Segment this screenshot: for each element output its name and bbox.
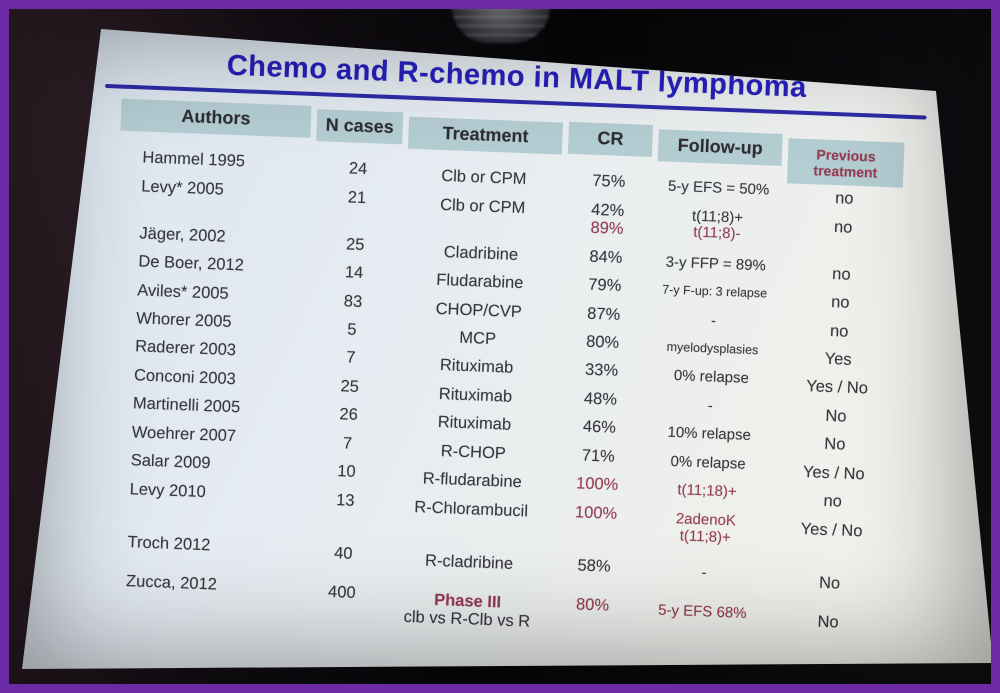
ncases-cell: 26 xyxy=(339,405,359,425)
cr-cell: 48% xyxy=(583,389,618,409)
treatment-cell: Clb or CPM xyxy=(440,167,527,189)
followup-cell: 3-y FFP = 89% xyxy=(665,253,767,275)
treatment-cell: Phase III clb vs R-Clb vs R xyxy=(403,590,531,632)
cr-cell: 71% xyxy=(581,446,616,466)
ncases-cell: 21 xyxy=(347,188,367,207)
author-cell: Zucca, 2012 xyxy=(125,572,218,594)
cr-cell: 100% xyxy=(574,503,618,523)
cr-cell: 46% xyxy=(582,417,617,438)
projected-slide: Chemo and R-chemo in MALT lymphoma Autho… xyxy=(22,29,991,669)
followup-cell: 5-y EFS 68% xyxy=(657,601,747,622)
column-header: Treatment xyxy=(405,110,567,161)
treatment-cell: R-Chlorambucil xyxy=(413,497,529,521)
treatment-cell: Cladribine xyxy=(443,242,519,264)
previous-treatment-cell: No xyxy=(818,574,841,593)
column-header: CR xyxy=(565,116,657,165)
column-header: N cases xyxy=(313,106,407,155)
ncases-cell: 7 xyxy=(345,348,356,368)
slide-content: Chemo and R-chemo in MALT lymphoma Autho… xyxy=(85,37,929,645)
ncases-cell: 14 xyxy=(344,263,364,283)
cr-cell: 87% xyxy=(586,304,621,324)
cr-cell: 79% xyxy=(587,275,622,295)
dark-room-background: Chemo and R-chemo in MALT lymphoma Autho… xyxy=(9,7,991,684)
ceiling-projector-lens-icon xyxy=(452,7,550,43)
followup-cell: t(11;8)+ t(11;8)- xyxy=(691,207,744,243)
author-cell: Levy* 2005 xyxy=(140,177,225,199)
ncases-cell: 5 xyxy=(347,320,357,339)
followup-cell: 5-y EFS = 50% xyxy=(667,177,770,199)
ncases-cell: 10 xyxy=(336,462,356,482)
ncases-cell: 25 xyxy=(340,377,360,396)
cr-cell: 80% xyxy=(575,595,610,615)
ncases-cell: 40 xyxy=(333,544,353,564)
treatment-cell: R-cladribine xyxy=(424,552,514,574)
followup-cell: - xyxy=(710,311,717,330)
author-cell: Levy 2010 xyxy=(129,480,207,501)
results-table: Authors N cases Treatment CR Follow-up Previo… xyxy=(99,98,908,644)
ncases-cell: 24 xyxy=(348,159,368,179)
cr-cell: 42% 89% xyxy=(590,200,625,239)
treatment-cell: Clb or CPM xyxy=(439,195,526,217)
column-header: Follow-up xyxy=(655,119,787,169)
followup-cell: 2adenoK t(11;8)+ xyxy=(675,510,737,546)
ncases-cell: 400 xyxy=(327,582,356,602)
cr-cell: 80% xyxy=(585,332,620,352)
cr-cell: 58% xyxy=(577,556,611,577)
column-header: Authors xyxy=(117,98,315,151)
cr-cell: 33% xyxy=(584,361,619,381)
column-header: Previous treatment xyxy=(784,124,908,188)
ncases-cell: 83 xyxy=(343,291,363,311)
ncases-cell: 13 xyxy=(335,490,355,510)
followup-cell: 0% relapse xyxy=(673,367,750,388)
ncases-cell: 25 xyxy=(345,234,365,254)
cr-cell: 75% xyxy=(591,171,626,192)
cr-cell: 100% xyxy=(575,474,619,495)
ncases-cell: 7 xyxy=(342,434,353,453)
cr-cell: 84% xyxy=(589,247,623,267)
previous-treatment-cell: no xyxy=(831,264,851,284)
